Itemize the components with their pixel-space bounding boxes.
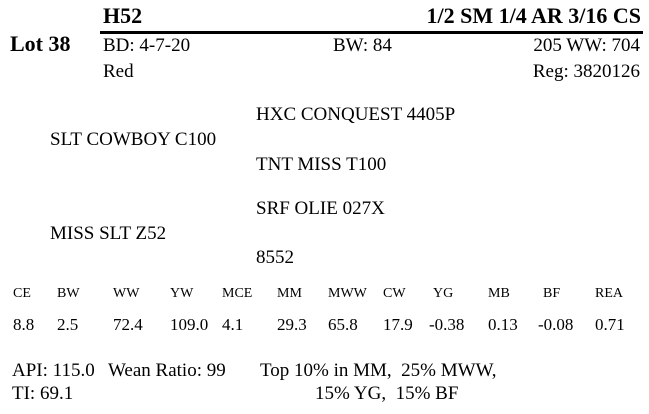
epd-column-rea: REA 0.71 [595,286,625,334]
ti-index: TI: 69.1 [12,383,74,404]
epd-value: 29.3 [277,315,307,334]
epd-value: 0.71 [595,315,625,334]
epd-value: 72.4 [113,315,143,334]
pedigree-dam-sire: SRF OLIE 027X [256,198,385,219]
epd-column-bf: BF -0.08 [538,286,574,334]
epd-header: WW [113,286,140,301]
epd-column-cw: CW 17.9 [383,286,413,334]
epd-value: 2.5 [57,315,79,334]
epd-header: BW [57,286,80,301]
percentile-line-2: 15% YG, 15% BF [315,383,459,404]
epd-header: MB [488,286,510,301]
lot-number: Lot 38 [10,31,71,56]
epd-value: 4.1 [222,315,244,334]
epd-header: CE [13,286,31,301]
epd-column-mb: MB 0.13 [488,286,518,334]
epd-column-mm: MM 29.3 [277,286,307,334]
epd-header: BF [543,286,561,301]
wean-ratio: Wean Ratio: 99 [108,360,226,381]
birth-weight: BW: 84 [333,35,392,56]
api-index: API: 115.0 [12,360,95,381]
epd-header: MM [277,286,302,301]
epd-column-bw: BW 2.5 [57,286,80,334]
epd-header: REA [595,286,623,301]
epd-header: MCE [222,286,253,301]
epd-column-mww: MWW 65.8 [328,286,367,334]
pedigree-sire-dam: TNT MISS T100 [256,154,387,175]
birth-date: BD: 4-7-20 [103,35,191,56]
epd-header: YG [433,286,454,301]
epd-column-yw: YW 109.0 [170,286,209,334]
weaning-weight-205: 205 WW: 704 [533,35,640,56]
pedigree-dam-dam: 8552 [256,247,294,268]
animal-tag: H52 [103,3,143,28]
epd-column-ce: CE 8.8 [13,286,35,334]
epd-value: 109.0 [170,315,209,334]
epd-column-mce: MCE 4.1 [222,286,253,334]
epd-header: CW [383,286,406,301]
epd-value: 65.8 [328,315,358,334]
header-rule [100,31,643,34]
coat-color: Red [103,61,134,82]
percentile-line-1: Top 10% in MM, 25% MWW, [260,360,497,381]
epd-column-ww: WW 72.4 [113,286,143,334]
pedigree-sire: SLT COWBOY C100 [50,129,217,150]
epd-column-yg: YG -0.38 [429,286,465,334]
epd-header: YW [170,286,194,301]
registration-number: Reg: 3820126 [532,61,640,82]
epd-value: 8.8 [13,315,35,334]
epd-value: 0.13 [488,315,518,334]
pedigree-sire-sire: HXC CONQUEST 4405P [256,104,456,125]
epd-value: 17.9 [383,315,413,334]
epd-value: -0.08 [538,315,574,334]
breed-composition: 1/2 SM 1/4 AR 3/16 CS [426,3,641,28]
epd-value: -0.38 [429,315,465,334]
pedigree-dam: MISS SLT Z52 [50,223,167,244]
epd-header: MWW [328,286,367,301]
